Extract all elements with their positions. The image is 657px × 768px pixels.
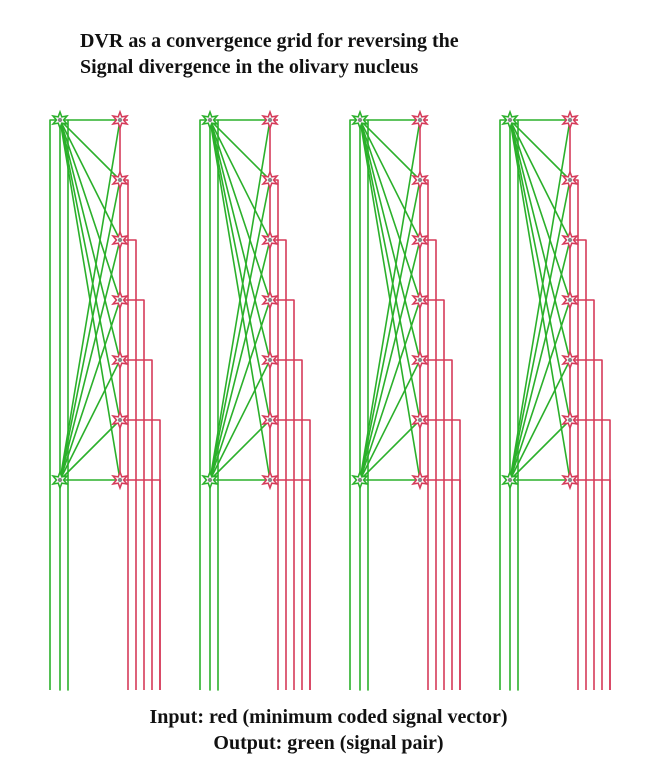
diagram-svg: [0, 0, 657, 768]
title-line2: Signal divergence in the olivary nucleus: [80, 56, 418, 79]
caption-line2: Output: green (signal pair): [0, 732, 657, 755]
title-line1: DVR as a convergence grid for reversing …: [80, 30, 459, 53]
caption-line1: Input: red (minimum coded signal vector): [0, 706, 657, 729]
diagram-stage: DVR as a convergence grid for reversing …: [0, 0, 657, 768]
